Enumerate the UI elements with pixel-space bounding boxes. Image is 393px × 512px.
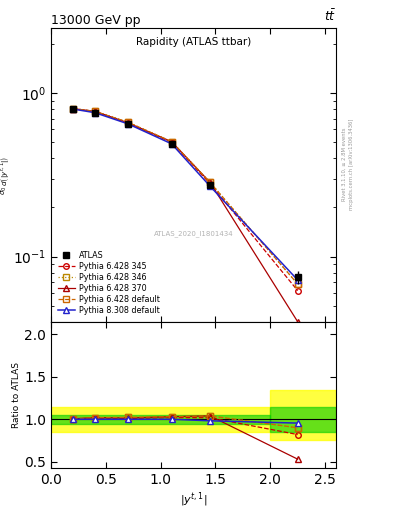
Y-axis label: Ratio to ATLAS: Ratio to ATLAS [13, 362, 22, 428]
Pythia 6.428 346 [93, 108, 97, 114]
Pythia 6.428 370 [93, 108, 97, 114]
Pythia 6.428 370 [295, 318, 300, 325]
Pythia 6.428 346 [208, 179, 212, 185]
Line: Pythia 6.428 370: Pythia 6.428 370 [70, 106, 300, 325]
Pythia 6.428 345 [169, 139, 174, 145]
Bar [270, 390, 336, 440]
Pythia 6.428 default [71, 105, 75, 112]
Pythia 6.428 345 [93, 109, 97, 115]
Pythia 6.428 345 [208, 181, 212, 187]
Pythia 6.428 346 [125, 119, 130, 125]
Pythia 6.428 370 [71, 105, 75, 112]
Pythia 6.428 345 [125, 120, 130, 126]
Y-axis label: $\frac{1}{\sigma_0}\frac{d\sigma}{d\left(|y^{t,1}|\right)}$: $\frac{1}{\sigma_0}\frac{d\sigma}{d\left… [0, 155, 12, 195]
Legend: ATLAS, Pythia 6.428 345, Pythia 6.428 346, Pythia 6.428 370, Pythia 6.428 defaul: ATLAS, Pythia 6.428 345, Pythia 6.428 34… [55, 249, 163, 317]
Pythia 8.308 default [93, 110, 97, 116]
Pythia 6.428 346 [295, 281, 300, 287]
Pythia 6.428 370 [208, 179, 212, 185]
Line: Pythia 8.308 default: Pythia 8.308 default [70, 106, 300, 283]
Pythia 6.428 370 [125, 120, 130, 126]
Pythia 8.308 default [295, 277, 300, 283]
Pythia 6.428 default [125, 119, 130, 125]
Text: 13000 GeV pp: 13000 GeV pp [51, 14, 141, 27]
Bar [51, 415, 270, 423]
Bar [51, 407, 270, 432]
Text: Rapidity (ATLAS ttbar): Rapidity (ATLAS ttbar) [136, 37, 251, 47]
Pythia 6.428 default [295, 281, 300, 287]
Pythia 6.428 346 [71, 105, 75, 112]
Pythia 6.428 370 [169, 139, 174, 145]
Text: ATLAS_2020_I1801434: ATLAS_2020_I1801434 [154, 230, 233, 237]
Pythia 6.428 default [169, 139, 174, 145]
Pythia 8.308 default [208, 183, 212, 189]
Text: $t\bar{t}$: $t\bar{t}$ [324, 8, 336, 24]
Pythia 6.428 345 [71, 106, 75, 112]
X-axis label: $|y^{t,1}|$: $|y^{t,1}|$ [180, 490, 207, 509]
Text: mcplots.cern.ch [arXiv:1306.3436]: mcplots.cern.ch [arXiv:1306.3436] [349, 118, 354, 209]
Pythia 8.308 default [71, 106, 75, 112]
Line: Pythia 6.428 default: Pythia 6.428 default [70, 106, 300, 287]
Pythia 6.428 346 [169, 139, 174, 145]
Pythia 6.428 default [93, 108, 97, 114]
Pythia 6.428 default [208, 179, 212, 185]
Pythia 6.428 345 [295, 288, 300, 294]
Line: Pythia 6.428 345: Pythia 6.428 345 [70, 106, 300, 293]
Pythia 8.308 default [169, 141, 174, 147]
Text: Rivet 3.1.10, ≥ 2.8M events: Rivet 3.1.10, ≥ 2.8M events [342, 127, 346, 201]
Line: Pythia 6.428 346: Pythia 6.428 346 [70, 106, 300, 287]
Bar [270, 407, 336, 432]
Pythia 8.308 default [125, 121, 130, 127]
